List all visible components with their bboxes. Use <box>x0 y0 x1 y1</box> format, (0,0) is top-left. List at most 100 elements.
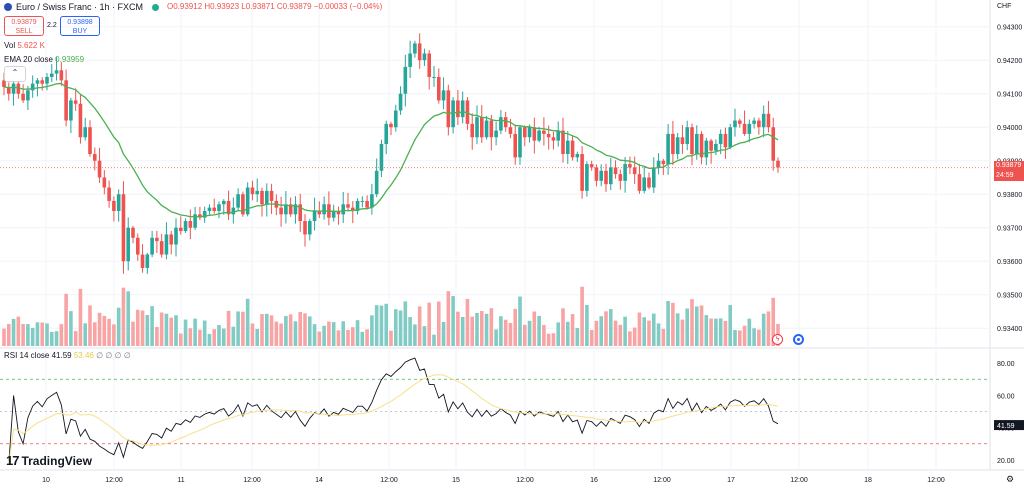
time-tick-label: 12:00 <box>790 477 808 484</box>
volume-bar <box>69 311 73 346</box>
bolt-icon[interactable]: ϟ <box>772 334 783 345</box>
volume-bar <box>651 313 656 346</box>
candle-body <box>92 154 97 161</box>
candle-body <box>121 194 126 262</box>
volume-bar <box>551 333 556 346</box>
candle-body <box>532 127 537 141</box>
candle-body <box>647 177 651 188</box>
volume-bar <box>484 313 489 346</box>
candle-body <box>169 234 174 245</box>
volume-value: 5.622 K <box>17 41 45 50</box>
candle-body <box>508 127 513 134</box>
volume-bar <box>284 316 288 346</box>
volume-bar <box>355 320 360 346</box>
volume-bar <box>675 313 680 346</box>
volume-bar <box>503 319 508 346</box>
volume-bar <box>2 328 6 346</box>
candle-body <box>2 80 6 88</box>
volume-bar <box>408 317 412 346</box>
buy-button[interactable]: 0.93898 BUY <box>60 16 100 36</box>
candle-body <box>417 43 422 61</box>
volume-bar <box>460 316 465 346</box>
volume-bar <box>761 313 766 346</box>
volume-legend[interactable]: Vol 5.622 K <box>4 41 45 50</box>
candle-body <box>752 120 756 124</box>
volume-bar <box>221 328 226 346</box>
candle-body <box>393 110 398 128</box>
candle-body <box>279 207 283 215</box>
time-tick-label: 10 <box>42 477 50 484</box>
candle-body <box>494 130 498 138</box>
volume-bar <box>666 300 670 346</box>
candle-body <box>432 76 436 78</box>
volume-bar <box>642 317 647 346</box>
price-axis[interactable]: 0.943000.942000.941000.940000.939000.938… <box>994 25 1024 465</box>
price-tick-label: 0.93800 <box>997 192 1022 199</box>
volume-bar <box>11 318 16 346</box>
market-open-icon <box>152 4 159 11</box>
volume-bar <box>164 313 169 346</box>
candle-body <box>26 90 30 101</box>
price-tick-label: 0.93500 <box>997 293 1022 300</box>
candle-body <box>503 117 508 128</box>
time-axis[interactable]: 10 12:00 11 12:00 14 12:00 15 12:00 16 12:00 17 12:… <box>42 477 945 484</box>
rsi-legend[interactable]: RSI 14 close 41.59 53.46 ∅ ∅ ∅ ∅ <box>4 351 131 360</box>
candle-body <box>413 43 417 54</box>
candlestick-series <box>2 33 780 274</box>
candle-body <box>685 127 690 144</box>
candle-body <box>499 117 503 131</box>
time-tick-label: 12:00 <box>243 477 261 484</box>
candle-body <box>135 237 140 255</box>
volume-bar <box>40 322 45 346</box>
volume-bar <box>599 316 604 346</box>
volume-bar <box>456 311 460 346</box>
candle-body <box>384 123 389 144</box>
volume-bar <box>527 320 532 346</box>
candle-body <box>331 210 336 218</box>
candle-body <box>112 200 116 211</box>
candle-body <box>365 200 369 208</box>
volume-bar <box>360 331 365 346</box>
candle-body <box>150 237 154 255</box>
candle-body <box>193 214 197 228</box>
candle-body <box>518 127 522 158</box>
collapse-legend-button[interactable]: ⌃ <box>4 66 26 82</box>
volume-bar <box>236 311 240 346</box>
candle-body <box>303 221 307 235</box>
candle-body <box>202 210 207 218</box>
ema-legend[interactable]: EMA 20 close 0.93959 <box>4 55 84 64</box>
rsi-ma-value: 53.46 <box>73 351 94 360</box>
volume-bar <box>131 321 135 346</box>
candle-body <box>217 204 221 211</box>
target-icon[interactable] <box>793 334 804 345</box>
candle-body <box>694 133 699 155</box>
candle-body <box>408 53 412 67</box>
currency-label[interactable]: CHF <box>997 3 1012 10</box>
candle-body <box>245 187 250 215</box>
candle-body <box>580 154 584 191</box>
candle-body <box>11 83 16 94</box>
volume-bar <box>623 316 627 346</box>
volume-bar <box>207 333 212 346</box>
gear-icon[interactable]: ⚙ <box>1006 474 1015 484</box>
volume-bar <box>494 329 498 346</box>
volume-bar <box>188 328 193 346</box>
sell-price: 0.93879 <box>11 19 37 26</box>
candle-body <box>30 83 35 91</box>
volume-bar <box>733 329 737 346</box>
volume-bars <box>2 286 780 346</box>
sell-button[interactable]: 0.93879 SELL <box>4 16 44 36</box>
symbol-title[interactable]: Euro / Swiss Franc · 1h · FXCM <box>16 2 144 12</box>
volume-bar <box>613 320 618 346</box>
volume-bar <box>370 315 374 346</box>
rsi-pane <box>0 357 990 464</box>
tv-logo-mark: 17 <box>6 453 20 468</box>
buy-label: BUY <box>72 28 88 35</box>
tradingview-logo[interactable]: 17 TradingView <box>6 453 92 468</box>
rsi-extra-values: ∅ ∅ ∅ ∅ <box>96 351 131 360</box>
candle-body <box>613 167 618 175</box>
candle-body <box>666 133 670 165</box>
volume-bar <box>608 309 613 346</box>
candle-body <box>651 167 656 188</box>
